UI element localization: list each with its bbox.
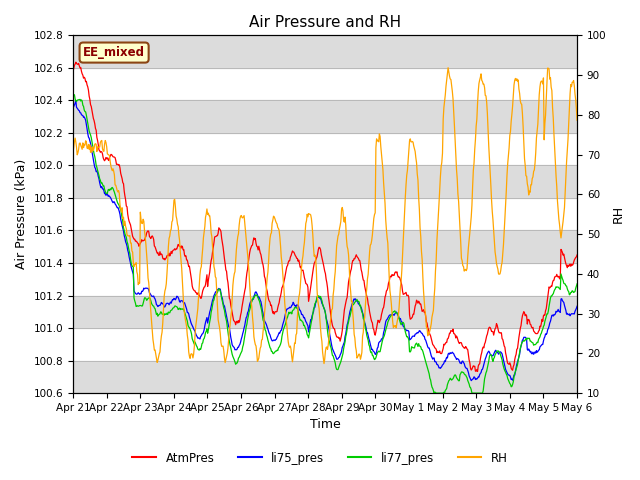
Bar <box>73 360 577 393</box>
Y-axis label: RH: RH <box>612 205 625 223</box>
Bar <box>73 296 577 328</box>
Y-axis label: Air Pressure (kPa): Air Pressure (kPa) <box>15 159 28 269</box>
Bar <box>73 36 577 68</box>
X-axis label: Time: Time <box>310 419 340 432</box>
Bar <box>73 100 577 133</box>
Text: EE_mixed: EE_mixed <box>83 46 145 59</box>
Bar <box>73 166 577 198</box>
Legend: AtmPres, li75_pres, li77_pres, RH: AtmPres, li75_pres, li77_pres, RH <box>128 447 512 469</box>
Bar <box>73 230 577 263</box>
Title: Air Pressure and RH: Air Pressure and RH <box>249 15 401 30</box>
